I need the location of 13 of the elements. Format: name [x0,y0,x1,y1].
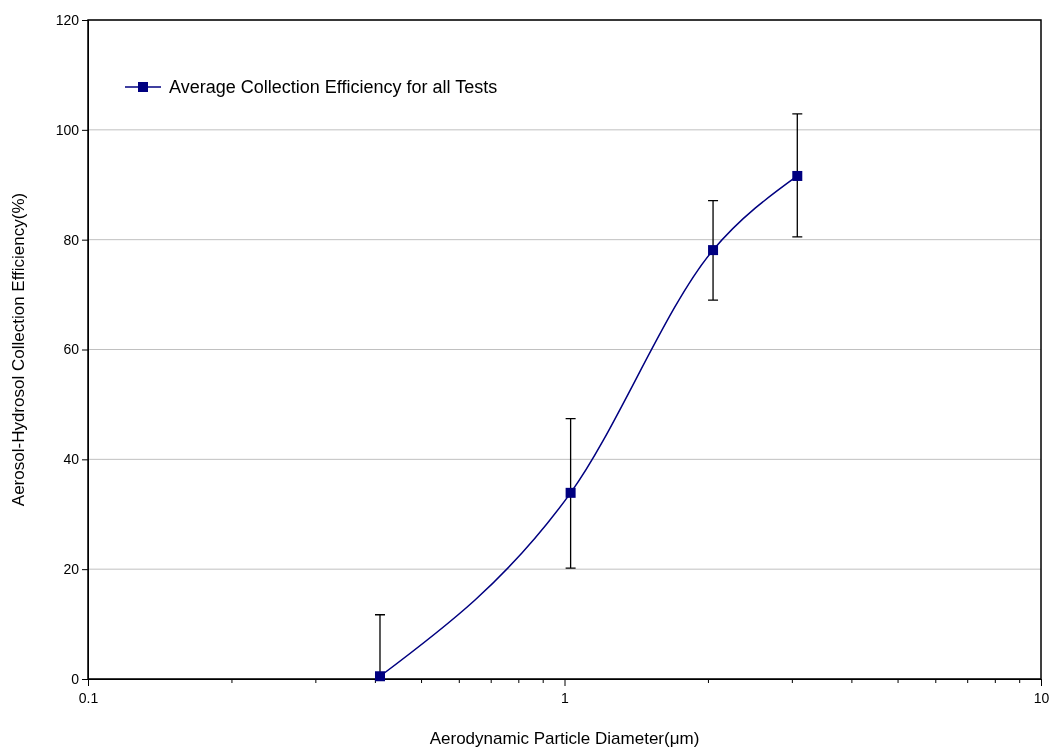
y-axis-title: Aerosol-Hydrosol Collection Efficiency(%) [9,192,28,507]
x-tick-label: 0.1 [78,690,99,707]
y-tick-label: 0 [71,670,80,687]
y-tick-label: 80 [63,231,80,248]
x-axis-title: Aerodynamic Particle Diameter(μm) [429,729,700,748]
x-tick-label: 1 [561,690,570,707]
y-tick-label: 100 [55,121,80,138]
y-tick-label: 120 [55,11,80,28]
y-tick-label: 40 [63,451,80,468]
legend-label: Average Collection Efficiency for all Tests [169,77,498,97]
x-tick-label: 10 [1033,690,1050,707]
y-tick-label: 60 [63,341,80,358]
y-tick-label: 20 [63,561,80,578]
